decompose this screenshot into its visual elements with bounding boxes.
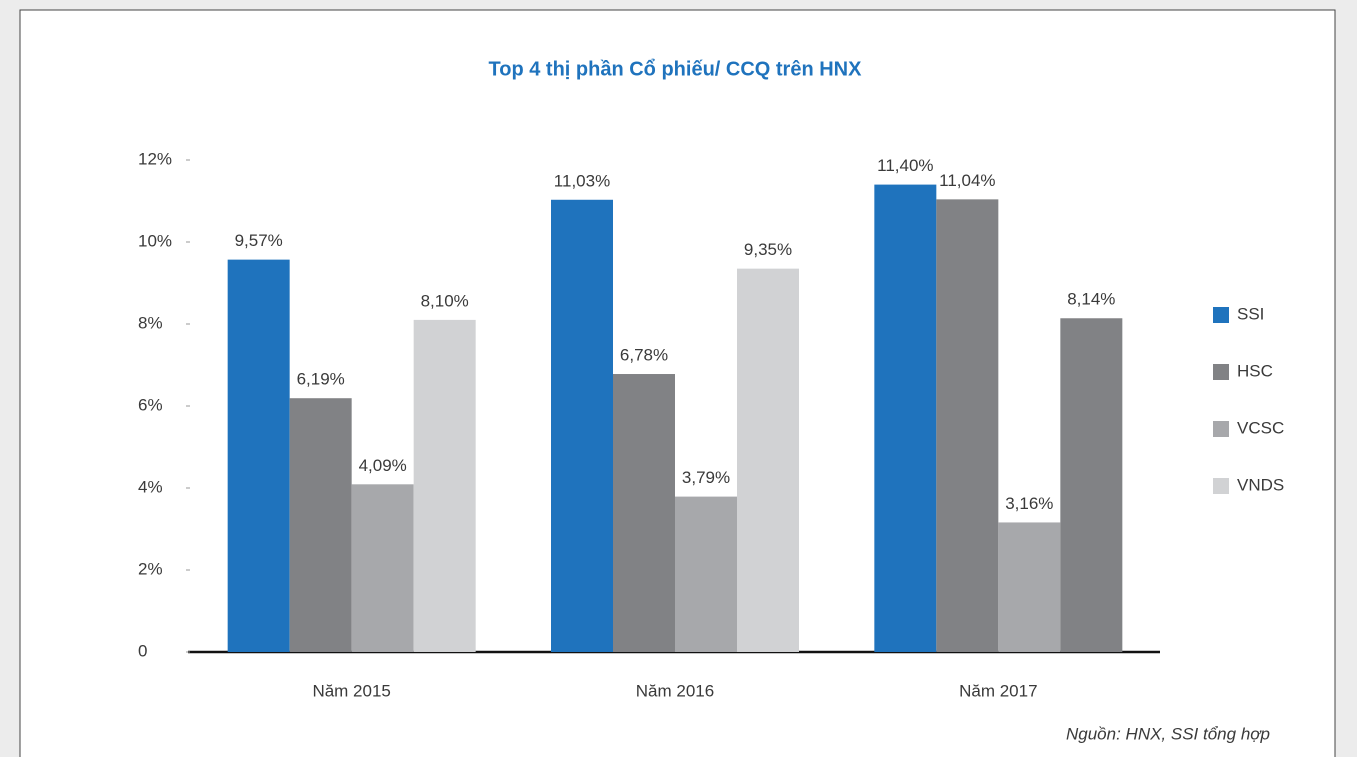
source-note: Nguồn: HNX, SSI tổng hợp xyxy=(1066,724,1270,743)
legend-swatch xyxy=(1213,364,1229,380)
data-label: 9,35% xyxy=(744,240,792,259)
legend-label: VCSC xyxy=(1237,418,1284,437)
legend-swatch xyxy=(1213,421,1229,437)
data-label: 8,14% xyxy=(1067,290,1115,309)
bar xyxy=(874,184,937,652)
x-tick-label: Năm 2017 xyxy=(959,681,1037,700)
bar xyxy=(227,259,290,652)
data-label: 11,40% xyxy=(877,156,933,175)
y-tick-label: 6% xyxy=(138,395,163,414)
bar xyxy=(289,398,352,652)
legend-label: VNDS xyxy=(1237,475,1284,494)
data-label: 9,57% xyxy=(235,231,283,250)
bar xyxy=(998,522,1061,652)
bar xyxy=(1060,318,1123,652)
data-label: 4,09% xyxy=(359,456,407,475)
legend-swatch xyxy=(1213,478,1229,494)
bar xyxy=(737,268,799,652)
y-tick-label: 2% xyxy=(138,559,163,578)
data-label: 11,03% xyxy=(554,171,610,190)
y-tick-label: 12% xyxy=(138,149,172,168)
bar xyxy=(675,496,737,652)
x-tick-label: Năm 2015 xyxy=(312,681,390,700)
y-tick-label: 0 xyxy=(138,641,147,660)
x-tick-label: Năm 2016 xyxy=(636,681,714,700)
bar xyxy=(351,484,414,652)
y-tick-label: 4% xyxy=(138,477,163,496)
data-label: 3,79% xyxy=(682,468,730,487)
bar xyxy=(613,374,675,652)
legend-label: HSC xyxy=(1237,361,1273,380)
y-tick-label: 8% xyxy=(138,313,163,332)
bar xyxy=(551,199,613,652)
y-tick-label: 10% xyxy=(138,231,172,250)
bar xyxy=(413,319,476,652)
data-label: 11,04% xyxy=(939,171,995,190)
data-label: 3,16% xyxy=(1005,494,1053,513)
data-label: 6,19% xyxy=(297,370,345,389)
legend-swatch xyxy=(1213,307,1229,323)
chart-title: Top 4 thị phần Cổ phiếu/ CCQ trên HNX xyxy=(489,58,863,80)
data-label: 6,78% xyxy=(620,346,668,365)
data-label: 8,10% xyxy=(421,291,469,310)
bar xyxy=(936,199,999,653)
legend-label: SSI xyxy=(1237,304,1264,323)
